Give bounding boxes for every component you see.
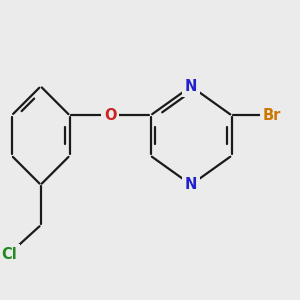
Text: O: O [104,108,116,123]
Text: Cl: Cl [1,247,17,262]
Text: Br: Br [263,108,281,123]
Text: N: N [185,79,197,94]
Text: N: N [185,177,197,192]
